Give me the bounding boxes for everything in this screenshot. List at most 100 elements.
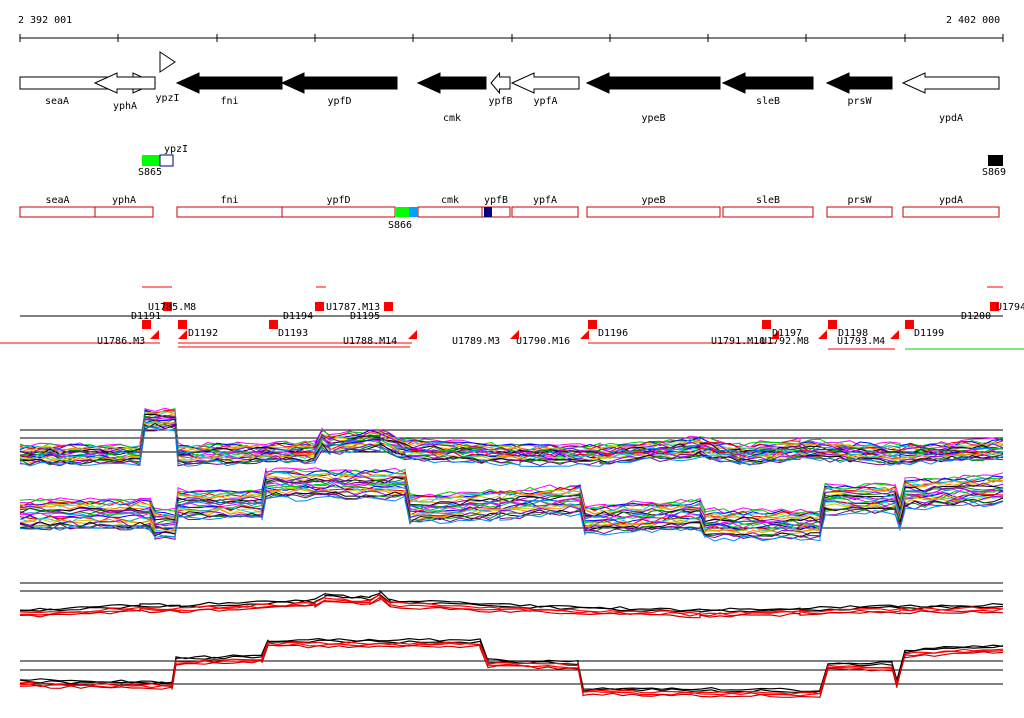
expression-trace xyxy=(19,425,1004,468)
feature-label[interactable]: D1198 xyxy=(838,328,868,339)
s866-label: S866 xyxy=(388,220,412,231)
feature-marker[interactable] xyxy=(269,320,278,329)
gene-label: ypfA xyxy=(533,96,557,107)
transcript-box[interactable] xyxy=(19,206,96,218)
feature-marker[interactable] xyxy=(163,302,172,311)
transcript-ypdA[interactable]: ypdA xyxy=(902,195,1000,218)
feature-label[interactable]: D1197 xyxy=(772,328,802,339)
feature-marker[interactable] xyxy=(384,302,393,311)
gene-ypzI[interactable]: ypzI xyxy=(155,51,180,104)
feature-label[interactable]: D1196 xyxy=(598,328,628,339)
transcript-label: ypfB xyxy=(484,195,508,206)
transcript-box[interactable] xyxy=(94,206,154,218)
gene-ypfB[interactable]: ypfB xyxy=(488,71,513,107)
feature-marker[interactable] xyxy=(905,320,914,329)
transcript-box[interactable] xyxy=(481,206,511,218)
gene-arrow[interactable] xyxy=(159,51,176,73)
gene-arrow[interactable] xyxy=(280,72,398,94)
gene-ypdA[interactable]: ypdA xyxy=(901,72,1000,124)
transcript-cmk[interactable]: cmk xyxy=(417,195,483,218)
transcript-box[interactable] xyxy=(586,206,721,218)
gene-arrow[interactable] xyxy=(510,72,580,94)
gene-prsW[interactable]: prsW xyxy=(825,72,893,107)
gene-label: ypeB xyxy=(641,113,665,124)
gene-ypfD[interactable]: ypfD xyxy=(280,72,398,107)
regulatory-site-s869[interactable] xyxy=(988,155,1003,166)
feature-label[interactable]: U1790.M16 xyxy=(516,336,570,347)
transcript-label: ypdA xyxy=(939,195,963,206)
transcript-yphA[interactable]: yphA xyxy=(94,195,154,218)
feature-label[interactable]: U1788.M14 xyxy=(343,336,397,347)
feature-label[interactable]: U1794 xyxy=(996,302,1024,313)
feature-label[interactable]: U1789.M3 xyxy=(452,336,500,347)
gene-arrow[interactable] xyxy=(825,72,893,94)
transcript-box[interactable] xyxy=(826,206,893,218)
feature-label[interactable]: U1793.M4 xyxy=(837,336,885,347)
feature-label[interactable]: D1191 xyxy=(131,311,161,322)
gene-arrow[interactable] xyxy=(93,72,156,94)
transcript-box[interactable] xyxy=(902,206,1000,218)
feature-label[interactable]: D1194 xyxy=(283,311,313,322)
gene-ypeB[interactable]: ypeB xyxy=(585,72,721,124)
transcript-fni[interactable]: fni xyxy=(176,195,283,218)
gene-label: prsW xyxy=(847,96,872,107)
feature-marker[interactable] xyxy=(315,302,324,311)
transcript-sleB[interactable]: sleB xyxy=(722,195,814,218)
transcript-box[interactable] xyxy=(511,206,579,218)
gene-label: ypfB xyxy=(488,96,512,107)
feature-label[interactable]: U1785.M8 xyxy=(148,302,196,313)
feature-label[interactable]: D1200 xyxy=(961,311,991,322)
gene-arrow[interactable] xyxy=(490,71,511,95)
feature-marker[interactable] xyxy=(990,302,999,311)
transcript-box[interactable] xyxy=(176,206,283,218)
transcript-ypfB[interactable]: ypfB xyxy=(481,195,511,218)
ypfb-navy-block[interactable] xyxy=(484,207,492,217)
feature-marker[interactable] xyxy=(588,320,597,329)
gene-ypfA[interactable]: ypfA xyxy=(510,72,580,107)
transcript-box[interactable] xyxy=(722,206,814,218)
transcript-ypfD[interactable]: ypfD xyxy=(281,195,396,218)
regulatory-site-s865[interactable] xyxy=(142,155,160,166)
feature-label[interactable]: D1192 xyxy=(188,328,218,339)
gene-arrow[interactable] xyxy=(416,72,487,94)
gene-fni[interactable]: fni xyxy=(175,72,283,107)
feature-marker[interactable] xyxy=(142,320,151,329)
feature-label[interactable]: D1195 xyxy=(350,311,380,322)
feature-label[interactable]: U1786.M3 xyxy=(97,336,145,347)
summary-trace xyxy=(19,639,1004,694)
gene-arrow[interactable] xyxy=(585,72,721,94)
transcript-seaA[interactable]: seaA xyxy=(19,195,96,218)
gene-sleB[interactable]: sleB xyxy=(721,72,814,107)
gene-label: seaA xyxy=(45,96,69,107)
feature-label[interactable]: U1791.M10 xyxy=(711,336,765,347)
transcript-ypfA[interactable]: ypfA xyxy=(511,195,579,218)
feature-label[interactable]: D1199 xyxy=(914,328,944,339)
coord-end-label: 2 402 000 xyxy=(946,15,1000,26)
gene-arrow[interactable] xyxy=(721,72,814,94)
feature-marker[interactable] xyxy=(762,320,771,329)
gene-arrow[interactable] xyxy=(175,72,283,94)
feature-label[interactable]: U1792.M8 xyxy=(761,336,809,347)
expression-trace xyxy=(19,486,1004,533)
s866-cyan-block[interactable] xyxy=(409,207,418,217)
feature-marker[interactable] xyxy=(178,320,187,329)
feature-label[interactable]: D1193 xyxy=(278,328,308,339)
transcript-box[interactable] xyxy=(281,206,396,218)
feature-label[interactable]: U1787.M13 xyxy=(326,302,380,313)
transcript-prsW[interactable]: prsW xyxy=(826,195,893,218)
expression-profile-multi-track xyxy=(19,407,1004,542)
gene-cmk[interactable]: cmk xyxy=(416,72,487,124)
transcript-ypeB[interactable]: ypeB xyxy=(586,195,721,218)
expression-trace xyxy=(19,467,1004,514)
gene-yphA[interactable]: yphA xyxy=(93,72,156,112)
feature-marker[interactable] xyxy=(828,320,837,329)
s869-label: S869 xyxy=(982,167,1006,178)
transcript-box[interactable] xyxy=(417,206,483,218)
gene-label: yphA xyxy=(113,101,137,112)
transcript-label: ypfA xyxy=(533,195,557,206)
s866-green-block[interactable] xyxy=(396,207,409,217)
gene-arrow[interactable] xyxy=(901,72,1000,94)
regulatory-site-ypzi[interactable] xyxy=(159,154,174,167)
transcript-label: ypeB xyxy=(641,195,665,206)
